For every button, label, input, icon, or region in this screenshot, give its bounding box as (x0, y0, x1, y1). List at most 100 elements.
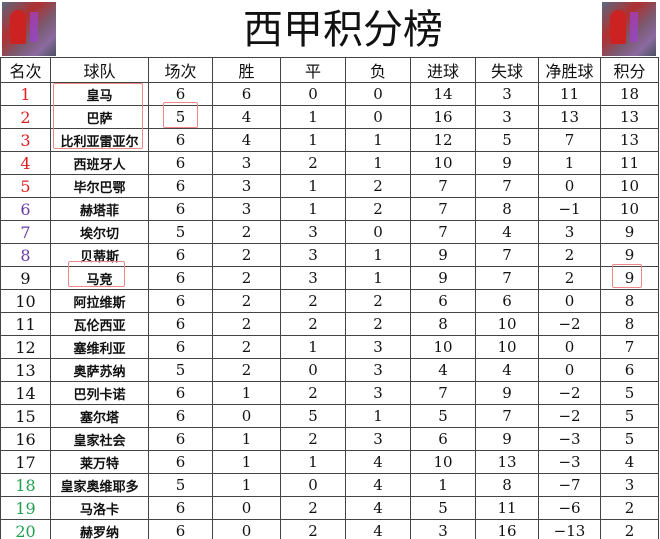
goal-difference-cell: −2 (538, 404, 601, 428)
played-cell: 5 (148, 473, 213, 497)
won-cell: 3 (212, 151, 281, 175)
team-cell: 埃尔切 (50, 220, 149, 244)
rank-cell: 5 (0, 174, 51, 198)
rank-cell: 15 (0, 404, 51, 428)
played-cell: 6 (148, 381, 213, 405)
team-cell: 皇家社会 (50, 427, 149, 451)
lost-cell: 4 (345, 450, 411, 474)
lost-cell: 3 (345, 427, 411, 451)
goals-for-cell: 4 (410, 358, 476, 382)
won-cell: 1 (212, 427, 281, 451)
drawn-cell: 3 (280, 243, 346, 267)
goals-for-cell: 5 (410, 404, 476, 428)
rank-cell: 8 (0, 243, 51, 267)
drawn-cell: 5 (280, 404, 346, 428)
drawn-cell: 1 (280, 335, 346, 359)
goals-against-cell: 4 (475, 220, 539, 244)
goals-against-cell: 8 (475, 473, 539, 497)
points-cell: 9 (600, 266, 659, 290)
goal-difference-cell: −1 (538, 197, 601, 221)
team-cell: 瓦伦西亚 (50, 312, 149, 336)
header-points: 积分 (600, 57, 659, 83)
rank-cell: 12 (0, 335, 51, 359)
won-cell: 6 (212, 82, 281, 106)
goal-difference-cell: −7 (538, 473, 601, 497)
goals-against-cell: 7 (475, 404, 539, 428)
goals-against-cell: 11 (475, 496, 539, 520)
table-row: 15 塞尔塔 6 0 5 1 5 7 −2 5 (0, 404, 659, 428)
goals-for-cell: 1 (410, 473, 476, 497)
goals-against-cell: 10 (475, 335, 539, 359)
points-cell: 11 (600, 151, 659, 175)
points-cell: 8 (600, 289, 659, 313)
goals-against-cell: 7 (475, 266, 539, 290)
lost-cell: 3 (345, 381, 411, 405)
team-cell: 皇马 (50, 82, 149, 106)
points-cell: 2 (600, 519, 659, 539)
team-cell: 塞维利亚 (50, 335, 149, 359)
goals-for-cell: 10 (410, 450, 476, 474)
lost-cell: 1 (345, 266, 411, 290)
table-row: 12 塞维利亚 6 2 1 3 10 10 0 7 (0, 335, 659, 359)
points-cell: 8 (600, 312, 659, 336)
table-row: 19 马洛卡 6 0 2 4 5 11 −6 2 (0, 496, 659, 520)
goal-difference-cell: 1 (538, 151, 601, 175)
won-cell: 3 (212, 174, 281, 198)
header-rank: 名次 (0, 57, 51, 83)
rank-cell: 18 (0, 473, 51, 497)
goals-against-cell: 3 (475, 82, 539, 106)
team-cell: 莱万特 (50, 450, 149, 474)
goal-difference-cell: −13 (538, 519, 601, 539)
drawn-cell: 2 (280, 151, 346, 175)
points-cell: 13 (600, 128, 659, 152)
goals-against-cell: 8 (475, 197, 539, 221)
played-cell: 6 (148, 312, 213, 336)
team-cell: 奥萨苏纳 (50, 358, 149, 382)
goals-for-cell: 6 (410, 427, 476, 451)
goals-against-cell: 9 (475, 427, 539, 451)
won-cell: 0 (212, 404, 281, 428)
team-cell: 皇家奥维耶多 (50, 473, 149, 497)
goals-for-cell: 6 (410, 289, 476, 313)
team-cell: 赫塔菲 (50, 197, 149, 221)
played-cell: 6 (148, 519, 213, 539)
played-cell: 6 (148, 266, 213, 290)
goals-against-cell: 9 (475, 151, 539, 175)
lost-cell: 2 (345, 197, 411, 221)
goals-against-cell: 10 (475, 312, 539, 336)
won-cell: 2 (212, 335, 281, 359)
goals-for-cell: 3 (410, 519, 476, 539)
rank-cell: 3 (0, 128, 51, 152)
table-row: 6 赫塔菲 6 3 1 2 7 8 −1 10 (0, 197, 659, 221)
lost-cell: 0 (345, 105, 411, 129)
goals-against-cell: 4 (475, 358, 539, 382)
table-row: 8 贝蒂斯 6 2 3 1 9 7 2 9 (0, 243, 659, 267)
goals-for-cell: 9 (410, 266, 476, 290)
goal-difference-cell: 0 (538, 174, 601, 198)
goals-against-cell: 7 (475, 243, 539, 267)
goal-difference-cell: 2 (538, 243, 601, 267)
goal-difference-cell: 0 (538, 358, 601, 382)
goals-against-cell: 6 (475, 289, 539, 313)
page-title: 西甲积分榜 (243, 7, 443, 53)
goals-for-cell: 10 (410, 151, 476, 175)
points-cell: 9 (600, 243, 659, 267)
standings-table: 名次 球队 场次胜平负进球 失球 净胜球 积分 1 皇马 6 6 0 0 14 3 11 18 2 巴萨 5 4 1 0… (0, 57, 659, 539)
goals-for-cell: 7 (410, 381, 476, 405)
table-row: 3 比利亚雷亚尔 6 4 1 1 12 5 7 13 (0, 128, 659, 152)
rank-cell: 17 (0, 450, 51, 474)
won-cell: 4 (212, 128, 281, 152)
goal-difference-cell: 3 (538, 220, 601, 244)
goal-difference-cell: −3 (538, 450, 601, 474)
table-row: 4 西班牙人 6 3 2 1 10 9 1 11 (0, 151, 659, 175)
goals-for-cell: 5 (410, 496, 476, 520)
team-cell: 塞尔塔 (50, 404, 149, 428)
played-cell: 6 (148, 82, 213, 106)
goals-for-cell: 7 (410, 174, 476, 198)
table-row: 5 毕尔巴鄂 6 3 1 2 7 7 0 10 (0, 174, 659, 198)
rank-cell: 10 (0, 289, 51, 313)
team-cell: 马洛卡 (50, 496, 149, 520)
drawn-cell: 3 (280, 220, 346, 244)
points-cell: 9 (600, 220, 659, 244)
won-cell: 1 (212, 381, 281, 405)
